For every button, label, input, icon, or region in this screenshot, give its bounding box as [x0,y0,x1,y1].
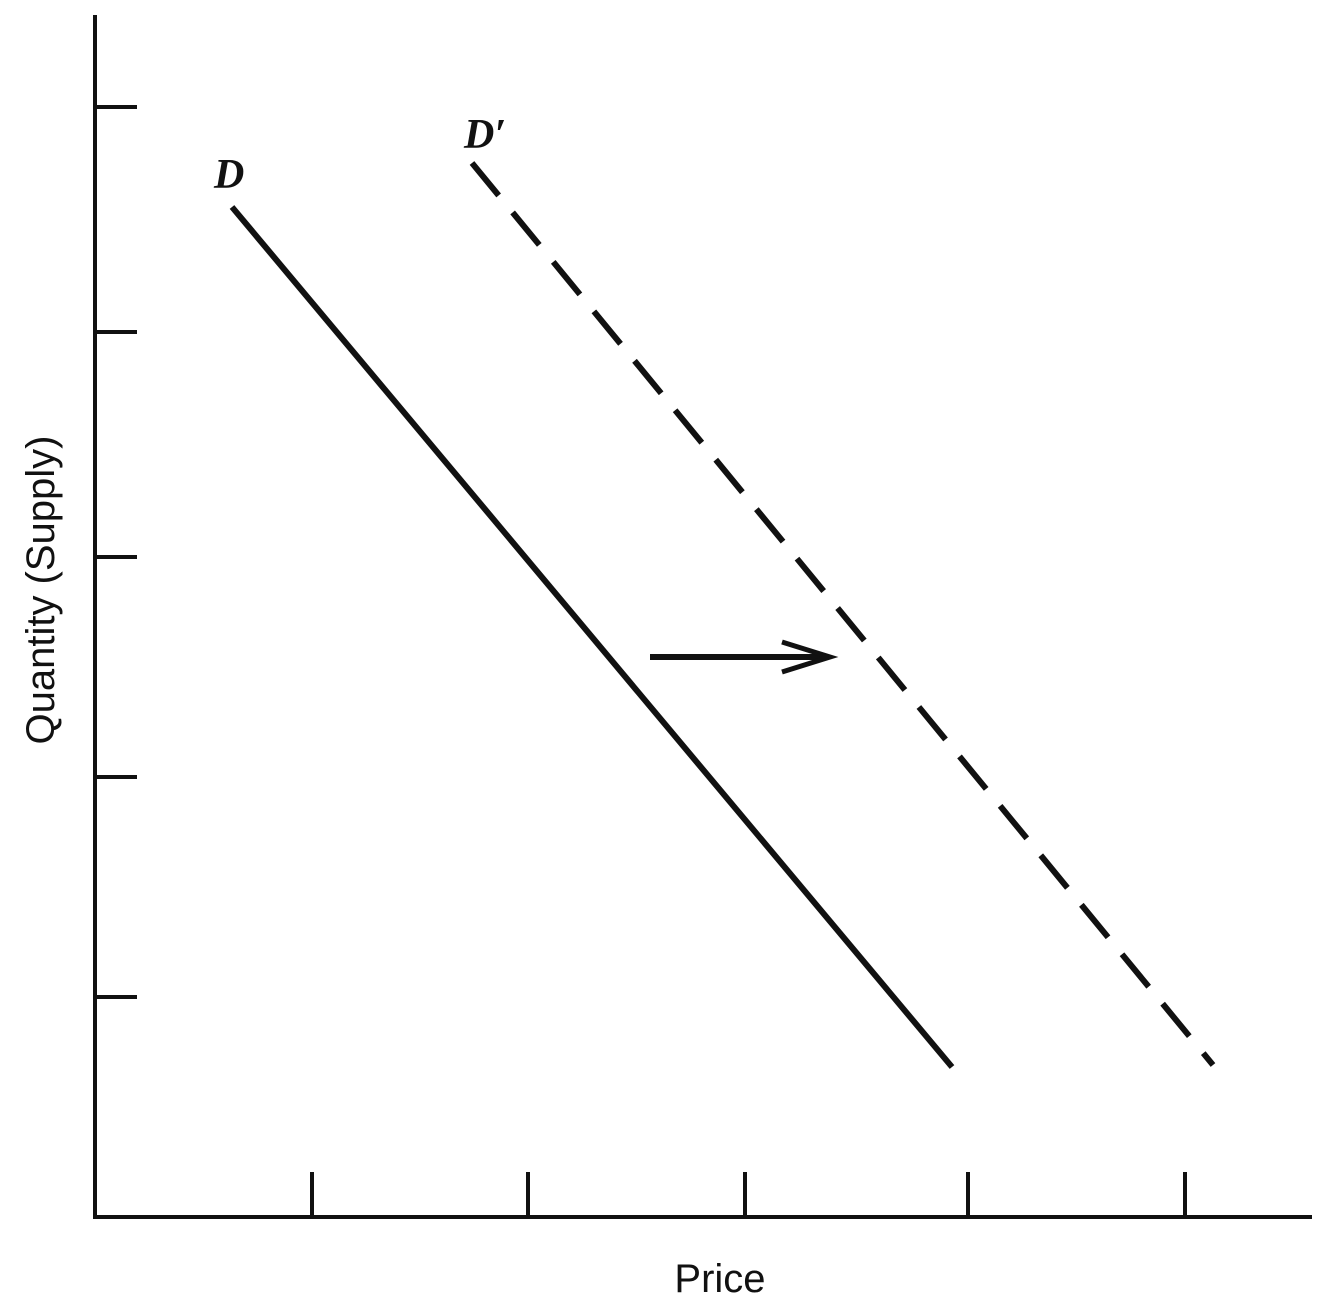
curve-label: D [213,152,244,198]
x-ticks [310,1172,1187,1217]
y-axis-label: Quantity (Supply) [19,435,63,744]
demand-curve [229,205,955,1069]
curve-label: D′ [463,112,506,158]
arrow-head [781,639,839,675]
x-axis-label: Price [674,1257,765,1297]
shifted-demand-curve [469,161,1216,1067]
y-ticks [95,105,137,999]
shift-arrow [650,639,839,675]
